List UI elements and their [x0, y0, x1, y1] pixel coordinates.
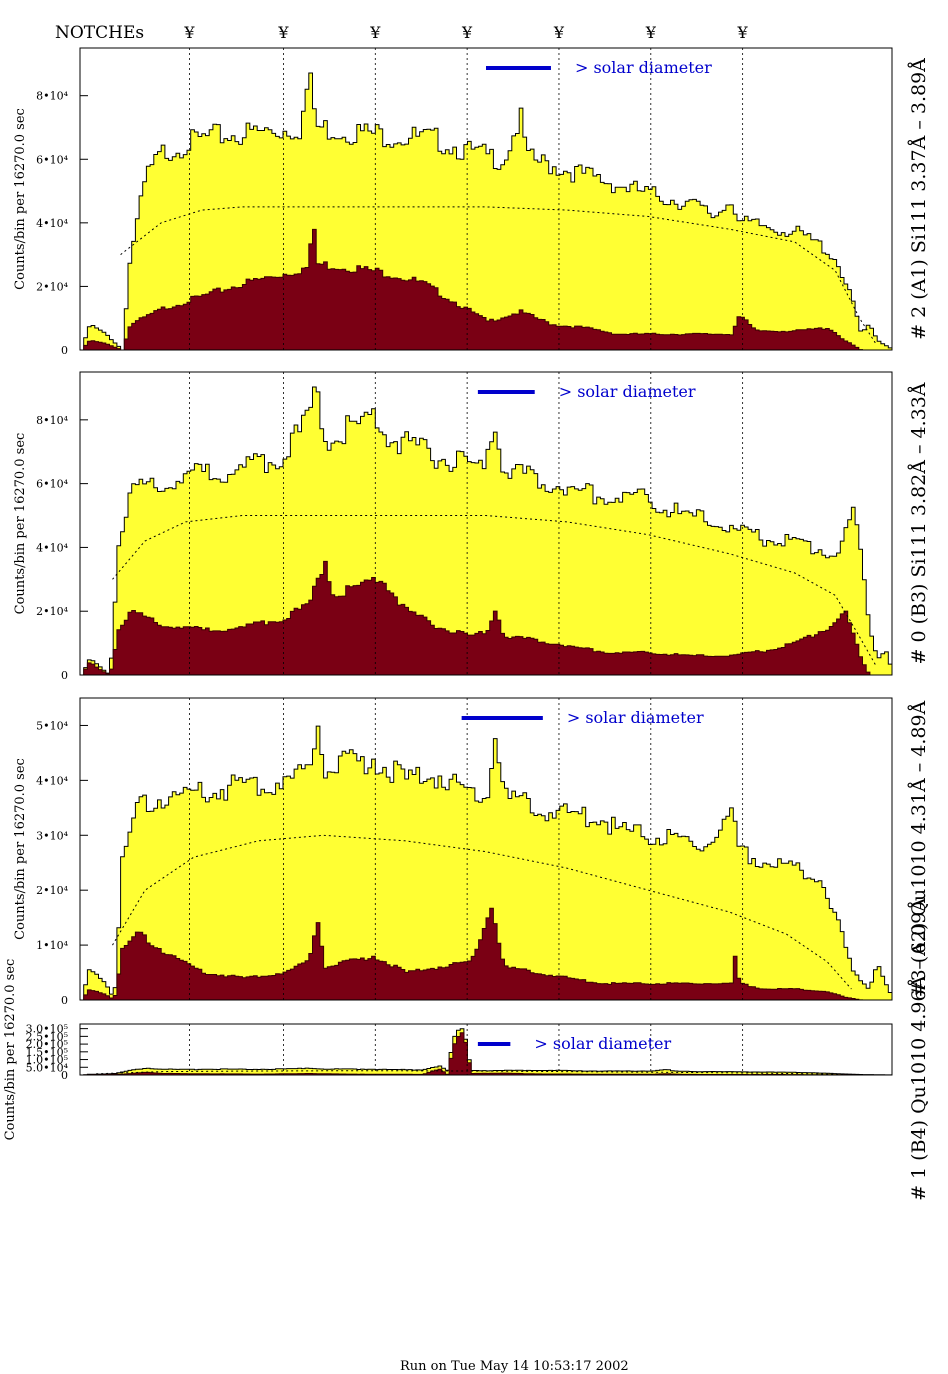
solar-diameter-label: > solar diameter — [559, 382, 696, 401]
ytick-label: 0 — [61, 994, 68, 1007]
notch-marker-0: ¥ — [183, 23, 195, 42]
notch-markers: ¥ ¥ ¥ ¥ ¥ ¥ ¥ — [183, 23, 748, 42]
notch-marker-1: ¥ — [277, 23, 289, 42]
panel-1-plot — [80, 372, 892, 675]
continuum-model-1 — [112, 515, 877, 666]
ytick-label: 6•10⁴ — [36, 153, 68, 166]
panel-label: # 1 (B4) Qu1010 4.96Å – 6.09Å — [908, 898, 930, 1201]
panel-label: # 2 (A1) Si111 3.37Å – 3.89Å — [908, 58, 930, 340]
notch-marker-6: ¥ — [737, 23, 749, 42]
y-axis-label: Counts/bin per 16270.0 sec — [13, 433, 28, 615]
ytick-label: 5.0•10⁴ — [26, 1061, 69, 1074]
notch-marker-5: ¥ — [645, 23, 657, 42]
panel-3-plot — [80, 1024, 892, 1075]
line-spectrum-1 — [80, 560, 892, 675]
chart-panels: 0 2•10⁴ 4•10⁴ 6•10⁴ 8•10⁴ Counts/bin per 1627… — [3, 47, 930, 1201]
continuum-model-3 — [96, 1070, 860, 1075]
panel-frame-1 — [79, 371, 893, 676]
panel-0-plot — [80, 48, 892, 350]
ytick-label: 2•10⁴ — [36, 605, 68, 618]
continuum-model-2 — [112, 834, 852, 990]
solar-diameter-label: > solar diameter — [567, 708, 704, 727]
panel-label: # 0 (B3) Si111 3.82Å – 4.33Å — [908, 382, 930, 664]
y-axis-label: Counts/bin per 16270.0 sec — [13, 108, 28, 290]
ytick-label: 4•10⁴ — [36, 541, 68, 554]
panel-frame-2 — [79, 697, 893, 1001]
solar-diameter-label: > solar diameter — [534, 1034, 671, 1053]
notch-marker-4: ¥ — [553, 23, 565, 42]
panel-frame-0 — [79, 47, 893, 351]
ytick-label: 4•10⁴ — [36, 217, 68, 230]
notches-title: NOTCHEs — [55, 23, 144, 43]
line-spectrum-2 — [80, 907, 892, 1000]
ytick-label: 8•10⁴ — [36, 414, 68, 427]
ytick-label: 3.0•10⁵ — [26, 1023, 68, 1036]
panel-frame-3 — [79, 1023, 893, 1076]
ytick-label: 4•10⁴ — [36, 774, 68, 787]
y-axis-label: Counts/bin per 16270.0 sec — [13, 758, 28, 940]
ytick-label: 1.0•10⁵ — [26, 1054, 68, 1067]
line-spectrum-3 — [80, 1032, 892, 1075]
ytick-label: 2.0•10⁵ — [26, 1038, 68, 1051]
notch-marker-3: ¥ — [461, 23, 473, 42]
ytick-label: 6•10⁴ — [36, 478, 68, 491]
ytick-label: 3•10⁴ — [36, 829, 68, 842]
ytick-label: 8•10⁴ — [36, 90, 68, 103]
total-spectrum-2 — [80, 725, 892, 1000]
y-axis-label: Counts/bin per 16270.0 sec — [3, 959, 18, 1141]
solar-diameter-label: > solar diameter — [575, 58, 712, 77]
total-spectrum-1 — [80, 386, 892, 675]
panel-1: 0 2•10⁴ 4•10⁴ 6•10⁴ 8•10⁴ Counts/bin per 1627… — [13, 371, 930, 682]
panel-3: 05.0•10⁴1.0•10⁵1.5•10⁵2.0•10⁵2.5•10⁵3.0•… — [3, 898, 930, 1201]
panel-2: 0 1•10⁴ 2•10⁴ 3•10⁴ 4•10⁴ 5•10⁴ Counts/bin per… — [13, 697, 930, 1007]
ytick-label: 1.5•10⁵ — [26, 1046, 68, 1059]
ytick-label: 5•10⁴ — [36, 719, 68, 732]
ytick-label: 2.5•10⁵ — [26, 1030, 68, 1043]
ytick-label: 0 — [61, 344, 68, 357]
total-spectrum-3 — [80, 1028, 892, 1075]
ytick-label: 1•10⁴ — [36, 939, 68, 952]
ytick-label: 2•10⁴ — [36, 884, 68, 897]
notch-marker-2: ¥ — [369, 23, 381, 42]
continuum-model-0 — [120, 206, 877, 344]
panel-2-plot — [80, 698, 892, 1000]
panel-label: #3 (A2) Qu1010 4.31Å – 4.89Å — [908, 700, 930, 997]
ytick-label: 0 — [61, 1069, 68, 1082]
run-timestamp: Run on Tue May 14 10:53:17 2002 — [400, 1359, 629, 1374]
ytick-label: 0 — [61, 669, 68, 682]
line-spectrum-0 — [80, 228, 892, 350]
panel-0: 0 2•10⁴ 4•10⁴ 6•10⁴ 8•10⁴ Counts/bin per 1627… — [13, 47, 930, 357]
ytick-label: 2•10⁴ — [36, 280, 68, 293]
